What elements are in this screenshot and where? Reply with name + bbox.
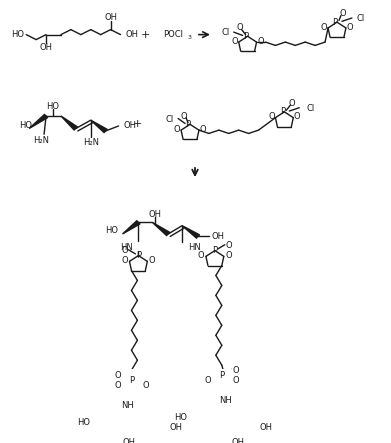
- Text: POCl: POCl: [163, 30, 183, 39]
- Text: O: O: [231, 37, 238, 46]
- Text: O: O: [114, 371, 121, 380]
- Text: HO: HO: [77, 418, 90, 427]
- Text: NH: NH: [219, 396, 232, 404]
- Text: OH: OH: [124, 121, 136, 131]
- Text: H₂N: H₂N: [83, 138, 99, 147]
- Text: O: O: [149, 256, 156, 265]
- Text: +: +: [141, 30, 150, 39]
- Text: OH: OH: [212, 232, 225, 241]
- Text: OH: OH: [149, 210, 162, 218]
- Text: OH: OH: [104, 13, 117, 22]
- Text: HO: HO: [11, 30, 24, 39]
- Polygon shape: [207, 417, 223, 429]
- Text: HN: HN: [188, 243, 201, 252]
- Text: NH: NH: [121, 400, 134, 410]
- Text: P: P: [136, 251, 141, 260]
- Text: HO: HO: [174, 413, 187, 422]
- Text: O: O: [204, 376, 211, 385]
- Text: P: P: [212, 246, 217, 255]
- Text: HN: HN: [120, 243, 133, 252]
- Text: HO: HO: [106, 226, 118, 235]
- Text: OH: OH: [126, 30, 138, 39]
- Text: O: O: [226, 251, 232, 260]
- Text: O: O: [340, 9, 346, 18]
- Text: +: +: [133, 119, 142, 129]
- Text: O: O: [121, 246, 128, 255]
- Text: O: O: [200, 125, 206, 134]
- Text: P: P: [129, 376, 134, 385]
- Text: P: P: [332, 18, 337, 27]
- Polygon shape: [236, 419, 251, 429]
- Text: O: O: [294, 113, 301, 121]
- Text: O: O: [321, 23, 327, 31]
- Text: O: O: [114, 381, 121, 390]
- Text: P: P: [185, 120, 191, 129]
- Text: OH: OH: [260, 423, 273, 432]
- Text: OH: OH: [123, 438, 136, 443]
- Text: O: O: [174, 125, 180, 134]
- Text: O: O: [121, 256, 128, 265]
- Text: P: P: [219, 371, 224, 380]
- Polygon shape: [152, 222, 170, 236]
- Text: Cl: Cl: [357, 14, 365, 23]
- Text: OH: OH: [39, 43, 52, 52]
- Polygon shape: [104, 416, 119, 427]
- Polygon shape: [122, 221, 140, 234]
- Polygon shape: [182, 225, 199, 238]
- Text: Cl: Cl: [222, 28, 230, 38]
- Text: P: P: [280, 107, 285, 117]
- Text: Cl: Cl: [166, 115, 174, 124]
- Text: O: O: [232, 365, 239, 375]
- Text: O: O: [237, 23, 243, 32]
- Text: H₂N: H₂N: [33, 136, 49, 145]
- Polygon shape: [131, 417, 148, 429]
- Text: HO: HO: [47, 101, 59, 111]
- Text: O: O: [268, 113, 275, 121]
- Text: OH: OH: [169, 423, 182, 432]
- Text: OH: OH: [231, 438, 244, 443]
- Text: O: O: [346, 23, 353, 31]
- Text: O: O: [142, 381, 149, 390]
- Polygon shape: [29, 114, 48, 128]
- Text: 3: 3: [187, 35, 191, 39]
- Text: HO: HO: [19, 121, 32, 131]
- Text: O: O: [197, 251, 204, 260]
- Text: O: O: [289, 99, 296, 108]
- Text: P: P: [243, 32, 248, 41]
- Polygon shape: [61, 116, 77, 130]
- Text: O: O: [257, 37, 264, 46]
- Text: O: O: [226, 241, 232, 250]
- Text: Cl: Cl: [306, 104, 314, 113]
- Text: O: O: [181, 112, 187, 120]
- Polygon shape: [91, 120, 107, 132]
- Text: O: O: [232, 376, 239, 385]
